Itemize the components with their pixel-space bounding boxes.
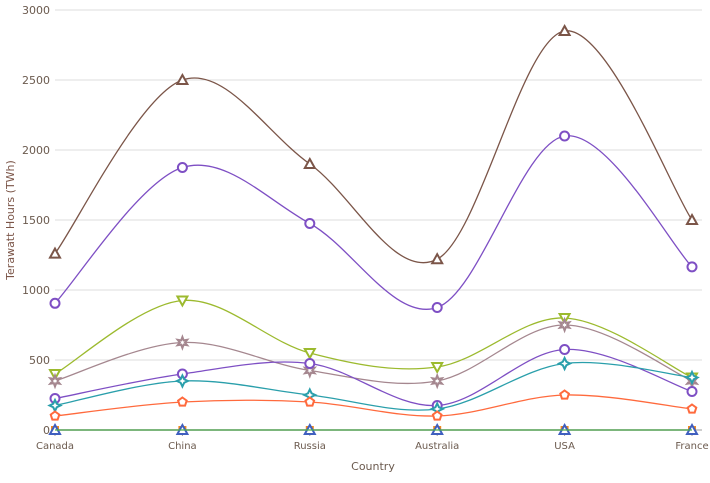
y-tick-label: 1000 xyxy=(22,284,50,297)
x-axis: Canada China Russia Australia USA France xyxy=(36,430,709,452)
pentagon-marker xyxy=(304,396,316,407)
y-axis-label: Terawatt Hours (TWh) xyxy=(4,160,17,281)
series-line xyxy=(54,348,693,407)
pentagon-marker xyxy=(176,396,188,407)
pentagon-marker xyxy=(49,410,61,421)
series-group xyxy=(47,23,700,435)
y-axis: 0 500 1000 1500 2000 2500 3000 xyxy=(22,4,50,437)
series-line xyxy=(54,361,693,411)
y-tick-label: 500 xyxy=(29,354,50,367)
series-2 xyxy=(48,295,699,385)
circle-marker xyxy=(49,297,61,309)
x-tick-label: Canada xyxy=(36,441,74,452)
series-line xyxy=(54,135,693,310)
pentagon-marker xyxy=(686,403,698,414)
series-1 xyxy=(49,130,698,313)
y-tick-label: 0 xyxy=(43,424,50,437)
series-line xyxy=(54,299,693,379)
series-line xyxy=(54,324,693,385)
star-marker xyxy=(302,362,318,379)
triangle-marker xyxy=(175,72,190,85)
x-tick-label: China xyxy=(168,441,197,452)
pentagon-marker xyxy=(431,410,443,421)
series-6 xyxy=(49,389,698,421)
circle-marker xyxy=(559,130,571,142)
triangle-down-marker xyxy=(175,295,190,308)
star-marker xyxy=(174,373,191,389)
series-line xyxy=(54,394,693,417)
circle-marker xyxy=(559,344,571,355)
circle-marker xyxy=(176,162,188,173)
triangle-marker xyxy=(557,23,572,36)
star-marker xyxy=(684,369,700,386)
series-4 xyxy=(49,344,698,411)
series-line xyxy=(54,30,693,264)
circle-marker xyxy=(431,302,443,313)
x-tick-label: Russia xyxy=(294,441,326,452)
star-marker xyxy=(175,334,190,351)
triangle-marker xyxy=(430,252,444,265)
y-tick-label: 2500 xyxy=(22,74,50,87)
circle-marker xyxy=(304,358,316,369)
star-marker xyxy=(47,372,63,390)
triangle-down-marker xyxy=(303,348,317,361)
circle-marker xyxy=(686,261,698,273)
star-marker xyxy=(429,372,445,390)
triangle-down-marker xyxy=(430,362,444,375)
triangle-marker xyxy=(48,246,62,259)
y-tick-label: 3000 xyxy=(22,4,50,17)
x-tick-label: USA xyxy=(554,441,575,452)
x-tick-label: France xyxy=(675,441,708,452)
circle-marker xyxy=(686,386,698,397)
grid xyxy=(55,9,702,431)
star-marker xyxy=(556,355,573,372)
pentagon-marker xyxy=(559,389,571,400)
star-marker xyxy=(557,316,572,334)
triangle-marker xyxy=(303,156,317,169)
series-0 xyxy=(48,23,699,265)
x-tick-label: Australia xyxy=(415,441,459,452)
y-tick-label: 2000 xyxy=(22,144,50,157)
circle-marker xyxy=(304,218,316,229)
y-tick-label: 1500 xyxy=(22,214,50,227)
series-3 xyxy=(47,316,700,390)
triangle-marker xyxy=(685,212,699,225)
x-axis-label: Country xyxy=(351,460,395,473)
